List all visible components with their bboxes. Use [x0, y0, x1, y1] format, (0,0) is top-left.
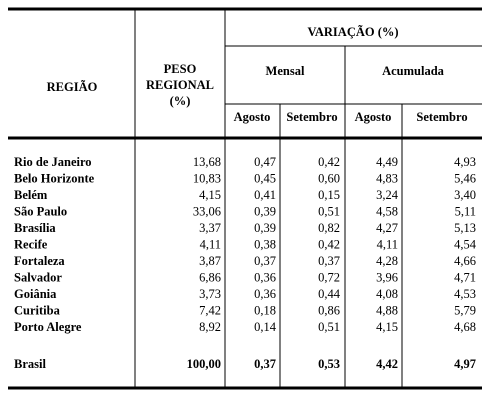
cell-value: 8,92	[199, 320, 221, 334]
region-name: Salvador	[14, 270, 62, 284]
cell-value: 4,15	[376, 320, 398, 334]
cell-value: 0,53	[318, 357, 340, 371]
cell-value: 5,46	[454, 171, 476, 185]
header-region: REGIÃO	[47, 80, 98, 94]
cell-value: 0,41	[254, 188, 276, 202]
cell-value: 4,11	[200, 237, 221, 251]
cell-value: 4,28	[376, 254, 398, 268]
cell-value: 13,68	[193, 155, 221, 169]
cell-value: 0,15	[318, 188, 340, 202]
region-name: Belém	[14, 188, 48, 202]
cell-value: 0,60	[318, 171, 340, 185]
header-month: Agosto	[355, 110, 392, 124]
cell-value: 4,27	[376, 221, 398, 235]
cell-value: 7,42	[199, 303, 221, 317]
cell-value: 4,49	[376, 155, 398, 169]
region-name: Recife	[14, 237, 48, 251]
cell-value: 3,24	[376, 188, 399, 202]
header-month: Setembro	[416, 110, 467, 124]
region-name: Brasília	[14, 221, 56, 235]
cell-value: 4,58	[376, 204, 398, 218]
cell-value: 5,11	[455, 204, 476, 218]
header-month: Agosto	[234, 110, 271, 124]
cell-value: 0,37	[318, 254, 340, 268]
header-weight: REGIONAL	[146, 78, 214, 92]
cell-value: 0,45	[254, 171, 276, 185]
cell-value: 0,18	[254, 303, 276, 317]
cell-value: 0,42	[318, 155, 340, 169]
cell-value: 0,36	[254, 270, 276, 284]
region-name: Brasil	[14, 357, 46, 371]
cell-value: 0,42	[318, 237, 340, 251]
cell-value: 0,82	[318, 221, 340, 235]
rules	[8, 7, 482, 390]
region-name: São Paulo	[14, 204, 67, 218]
cell-value: 4,97	[454, 357, 476, 371]
header-variation: VARIAÇÃO (%)	[307, 25, 398, 39]
header-weight: PESO	[164, 62, 197, 76]
region-name: Goiânia	[14, 287, 57, 301]
cell-value: 0,51	[318, 320, 340, 334]
cell-value: 4,54	[454, 237, 477, 251]
region-name: Porto Alegre	[14, 320, 82, 334]
cell-value: 3,40	[454, 188, 476, 202]
cell-value: 0,14	[254, 320, 277, 334]
cell-value: 0,47	[254, 155, 276, 169]
cell-value: 6,86	[199, 270, 221, 284]
cell-value: 100,00	[187, 357, 221, 371]
header-monthly: Mensal	[266, 64, 305, 78]
cell-value: 4,66	[454, 254, 476, 268]
cell-value: 4,15	[199, 188, 221, 202]
cell-value: 0,44	[318, 287, 341, 301]
cell-value: 0,72	[318, 270, 340, 284]
cell-value: 4,68	[454, 320, 476, 334]
cell-value: 4,53	[454, 287, 476, 301]
header-weight: (%)	[170, 94, 191, 108]
cell-value: 0,37	[254, 254, 276, 268]
cell-value: 0,86	[318, 303, 340, 317]
cell-value: 4,93	[454, 155, 476, 169]
cell-value: 0,36	[254, 287, 276, 301]
cell-value: 4,71	[454, 270, 476, 284]
header-cumulative: Acumulada	[382, 64, 445, 78]
cell-value: 4,42	[376, 357, 398, 371]
cell-value: 10,83	[193, 171, 221, 185]
cell-value: 5,13	[454, 221, 476, 235]
cell-value: 0,37	[254, 357, 276, 371]
cell-value: 5,79	[454, 303, 476, 317]
cell-value: 3,37	[199, 221, 221, 235]
region-name: Belo Horizonte	[14, 171, 95, 185]
header-month: Setembro	[286, 110, 337, 124]
cell-value: 0,51	[318, 204, 340, 218]
cell-value: 4,88	[376, 303, 398, 317]
cell-value: 3,87	[199, 254, 221, 268]
cell-value: 4,11	[377, 237, 398, 251]
cell-value: 0,39	[254, 204, 276, 218]
region-name: Rio de Janeiro	[14, 155, 92, 169]
cell-value: 3,96	[376, 270, 398, 284]
cell-value: 33,06	[193, 204, 221, 218]
cell-value: 0,38	[254, 237, 276, 251]
cell-value: 3,73	[199, 287, 221, 301]
region-name: Curitiba	[14, 303, 61, 317]
cell-value: 4,08	[376, 287, 398, 301]
region-name: Fortaleza	[14, 254, 65, 268]
cell-value: 4,83	[376, 171, 398, 185]
cell-value: 0,39	[254, 221, 276, 235]
